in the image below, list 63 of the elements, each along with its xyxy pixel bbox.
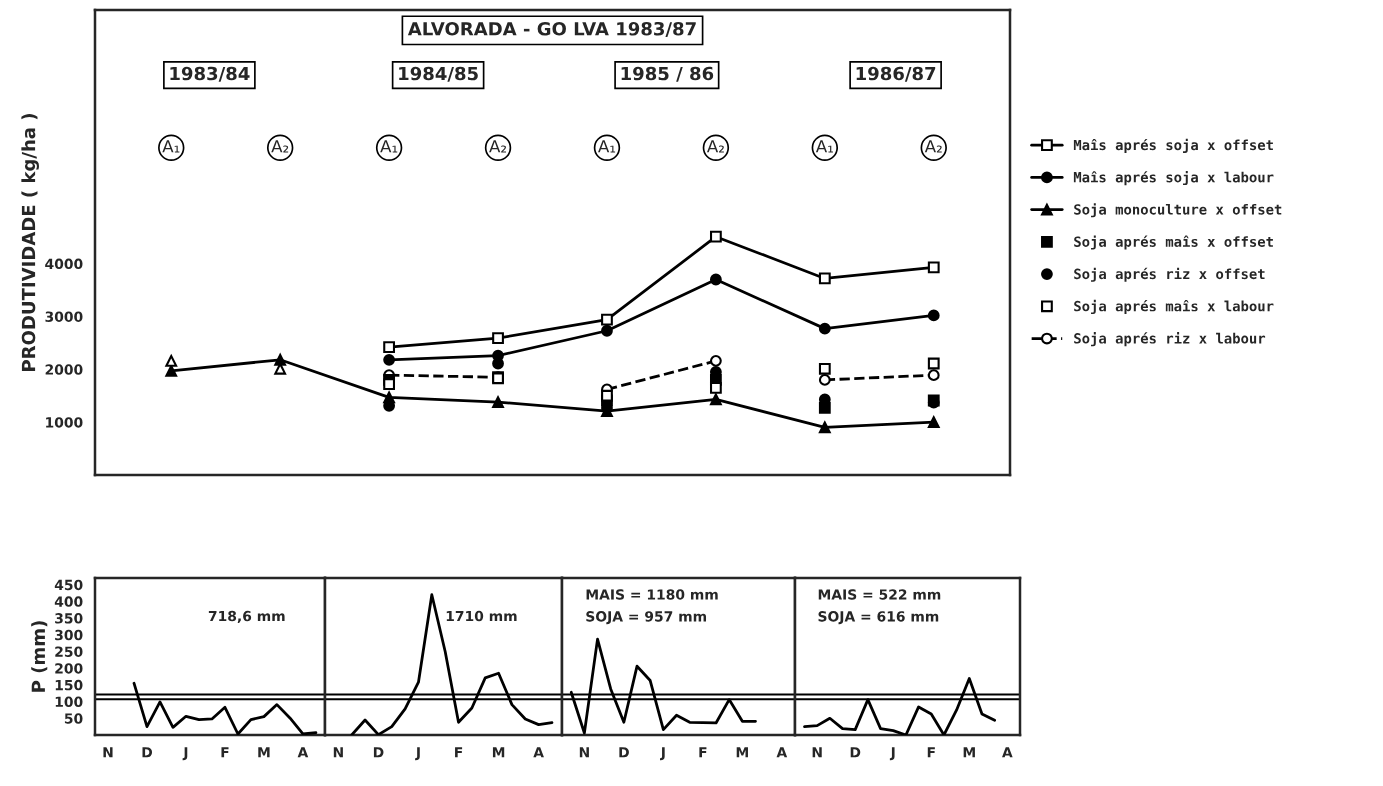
x-tick-label: M	[963, 747, 975, 758]
y-tick-label: 350	[55, 613, 83, 624]
annotation: 1983/84	[170, 66, 250, 82]
x-tick-label: N	[579, 747, 589, 758]
x-tick-label: A	[1002, 747, 1013, 758]
x-tick-label: A₁	[815, 140, 833, 153]
x-tick-label: F	[927, 747, 935, 758]
x-tick-label: J	[889, 747, 895, 761]
x-tick-label: A₁	[162, 140, 180, 153]
y-tick-label: 300	[55, 629, 83, 641]
x-tick-label: N	[103, 747, 113, 758]
y-tick-label: 3000	[45, 311, 83, 322]
x-tick-label: M	[736, 747, 748, 758]
x-tick-label: D	[850, 747, 861, 758]
x-tick-label: M	[258, 747, 270, 758]
y-axis-title: P (mm)	[31, 621, 48, 692]
x-tick-label: F	[455, 747, 463, 758]
x-tick-label: D	[619, 747, 629, 758]
x-tick-label: N	[812, 747, 822, 758]
x-tick-label: F	[699, 747, 707, 758]
x-tick-label: J	[415, 747, 420, 761]
x-tick-label: D	[373, 747, 384, 758]
x-tick-label: A	[776, 747, 788, 758]
x-tick-label: A₁	[380, 140, 398, 153]
y-tick-label: 100	[55, 696, 83, 708]
x-tick-label: A₁	[598, 140, 616, 153]
annotation: 718,6 mm	[208, 610, 285, 624]
legend-label: Soja aprés riz x offset	[1074, 267, 1265, 282]
y-axis-title: PRODUTIVIDADE ( kg/ha )	[21, 114, 39, 371]
y-tick-label: 200	[55, 663, 83, 674]
x-tick-label: F	[221, 747, 229, 758]
x-tick-label: M	[492, 747, 505, 758]
legend-label: Soja monoculture x offset	[1074, 203, 1282, 218]
x-tick-label: A₂	[271, 140, 289, 153]
legend-label: Soja aprés maîs x labour	[1074, 299, 1274, 315]
y-tick-label: 4000	[45, 258, 83, 270]
annotation: 1984/85	[399, 66, 478, 82]
y-tick-label: 400	[54, 596, 83, 607]
x-tick-label: D	[142, 747, 153, 758]
x-tick-label: A₂	[706, 140, 724, 153]
x-tick-label: A	[533, 747, 544, 758]
text: ALVORADA - GO LVA 1983/87	[407, 21, 696, 38]
legend-label: Soja aprés maîs x offset	[1074, 235, 1273, 250]
x-tick-label: N	[333, 747, 343, 758]
annotation: 1986/87	[856, 66, 936, 82]
y-tick-label: 50	[64, 713, 83, 724]
x-tick-label: A₂	[489, 140, 507, 153]
legend-label: Maîs aprés soja x labour	[1073, 170, 1274, 186]
y-tick-label: 1000	[46, 417, 83, 428]
y-tick-label: 450	[54, 579, 83, 591]
annotation: 1710 mm	[446, 610, 517, 622]
y-tick-label: 150	[55, 679, 83, 691]
legend-label: Soja aprés riz x labour	[1074, 332, 1266, 347]
y-tick-label: 250	[55, 646, 83, 657]
legend-label: Maîs aprés soja x offset	[1073, 138, 1273, 153]
x-tick-label: A₂	[924, 140, 942, 153]
annotation: 1985 / 86	[621, 66, 714, 82]
x-tick-label: A	[297, 747, 309, 758]
annotation: MAIS = 1180 mm SOJA = 957 mm	[586, 589, 718, 625]
annotation: MAIS = 522 mm SOJA = 616 mm	[818, 589, 941, 625]
x-tick-label: J	[182, 747, 188, 761]
x-tick-label: J	[660, 747, 665, 761]
y-tick-label: 2000	[45, 364, 83, 375]
